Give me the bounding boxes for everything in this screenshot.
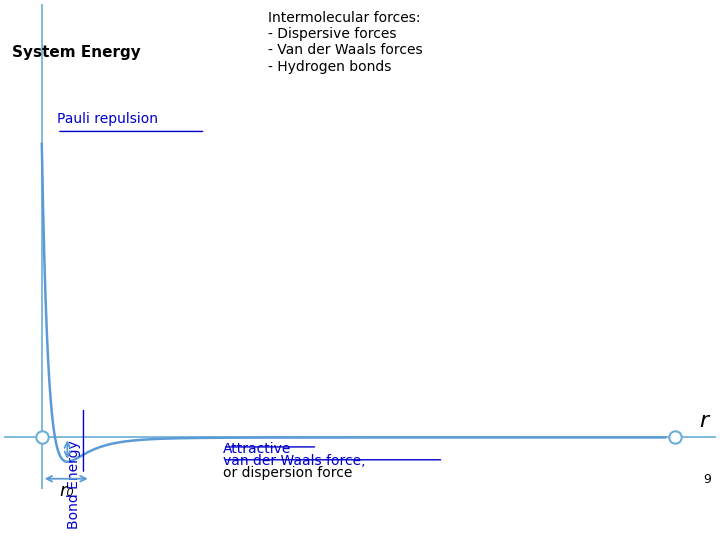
Text: van der Waals force,: van der Waals force, [222,454,365,468]
Point [670,433,681,442]
Text: Pauli repulsion: Pauli repulsion [57,112,158,126]
Text: or dispersion force: or dispersion force [222,466,352,480]
Text: Attractive: Attractive [222,442,291,456]
Point [36,433,48,442]
Text: r₀: r₀ [59,482,73,500]
Text: System Energy: System Energy [12,45,141,60]
Text: r: r [699,411,708,431]
Text: 9: 9 [703,473,711,486]
Text: Bond Energy: Bond Energy [67,440,81,529]
Text: Intermolecular forces:
- Dispersive forces
- Van der Waals forces
- Hydrogen bon: Intermolecular forces: - Dispersive forc… [269,11,423,73]
